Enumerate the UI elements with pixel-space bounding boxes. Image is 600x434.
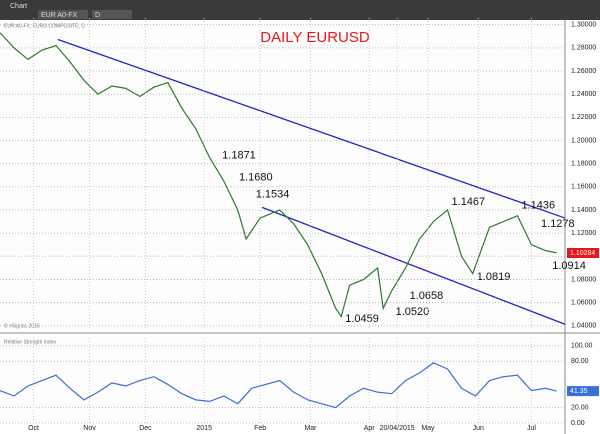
- y-tick-label: 1.08000: [571, 276, 596, 283]
- series-line: [0, 32, 557, 318]
- price-annotation: 1.0819: [477, 271, 511, 283]
- toolbar: [0, 0, 600, 20]
- price-annotation: 1.0658: [410, 290, 444, 302]
- trendline: [57, 38, 566, 219]
- price-annotation: 1.0459: [345, 313, 379, 325]
- price-annotation: 1.1534: [256, 188, 290, 200]
- y-tick-label: 1.30000: [571, 22, 596, 29]
- price-annotation: 1.0914: [552, 260, 586, 272]
- x-tick-label: Oct: [28, 425, 39, 432]
- rsi-pane: [0, 336, 565, 422]
- chart-title: DAILY EURUSD: [260, 29, 370, 46]
- x-tick-label: May: [421, 425, 435, 432]
- interval-box[interactable]: [92, 10, 132, 19]
- y-tick-label: 1.04000: [571, 323, 596, 330]
- x-tick-label: Jul: [527, 425, 536, 432]
- y-tick-label: 80.00: [571, 358, 589, 365]
- window-title: Chart: [10, 3, 27, 10]
- y-tick-label: 1.22000: [571, 114, 596, 121]
- y-tick-label: 1.24000: [571, 91, 596, 98]
- current-value-tag: [567, 386, 599, 397]
- x-tick-label: Feb: [254, 425, 266, 432]
- series-line: [0, 362, 557, 409]
- x-tick-label: Dec: [139, 425, 152, 432]
- x-tick-label: 2015: [196, 425, 212, 432]
- rsi-title: Relative Strength Index: [4, 339, 56, 345]
- current-value-label: 41.35: [570, 388, 588, 395]
- y-tick-label: 1.16000: [571, 184, 596, 191]
- x-tick-label: 20/04/2015: [380, 425, 415, 432]
- y-tick-label: 1.28000: [571, 45, 596, 52]
- y-tick-label: 1.18000: [571, 160, 596, 167]
- x-tick-label: Jun: [473, 425, 484, 432]
- symbol-box[interactable]: [38, 10, 88, 19]
- price-annotation: 1.1467: [452, 196, 486, 208]
- price-annotation: 1.1436: [521, 200, 555, 212]
- y-tick-label: 20.00: [571, 404, 589, 411]
- price-annotation: 1.1680: [239, 171, 273, 183]
- y-tick-label: 1.14000: [571, 207, 596, 214]
- y-tick-label: 1.12000: [571, 230, 596, 237]
- y-tick-label: 1.06000: [571, 299, 596, 306]
- y-tick-label: 0.00: [571, 420, 585, 427]
- price-annotation: 1.1871: [222, 149, 256, 161]
- y-tick-label: 1.26000: [571, 68, 596, 75]
- x-tick-label: Apr: [364, 425, 376, 432]
- symbol[interactable]: EUR A0-FX: [41, 12, 78, 19]
- current-value-tag: [567, 247, 599, 258]
- legend-text: EUR A0-FX, EURO COMPOSITE, D: [4, 23, 85, 29]
- trendline: [261, 206, 566, 325]
- price-annotation: 1.0520: [396, 306, 430, 318]
- x-tick-label: Nov: [83, 425, 96, 432]
- y-tick-label: 100.00: [571, 343, 593, 350]
- y-tick-label: 1.20000: [571, 137, 596, 144]
- price-pane: [0, 20, 565, 330]
- x-tick-label: Mar: [304, 425, 317, 432]
- interval[interactable]: D: [95, 12, 100, 19]
- current-value-label: 1.10284: [570, 250, 595, 257]
- price-annotation: 1.1278: [541, 218, 575, 230]
